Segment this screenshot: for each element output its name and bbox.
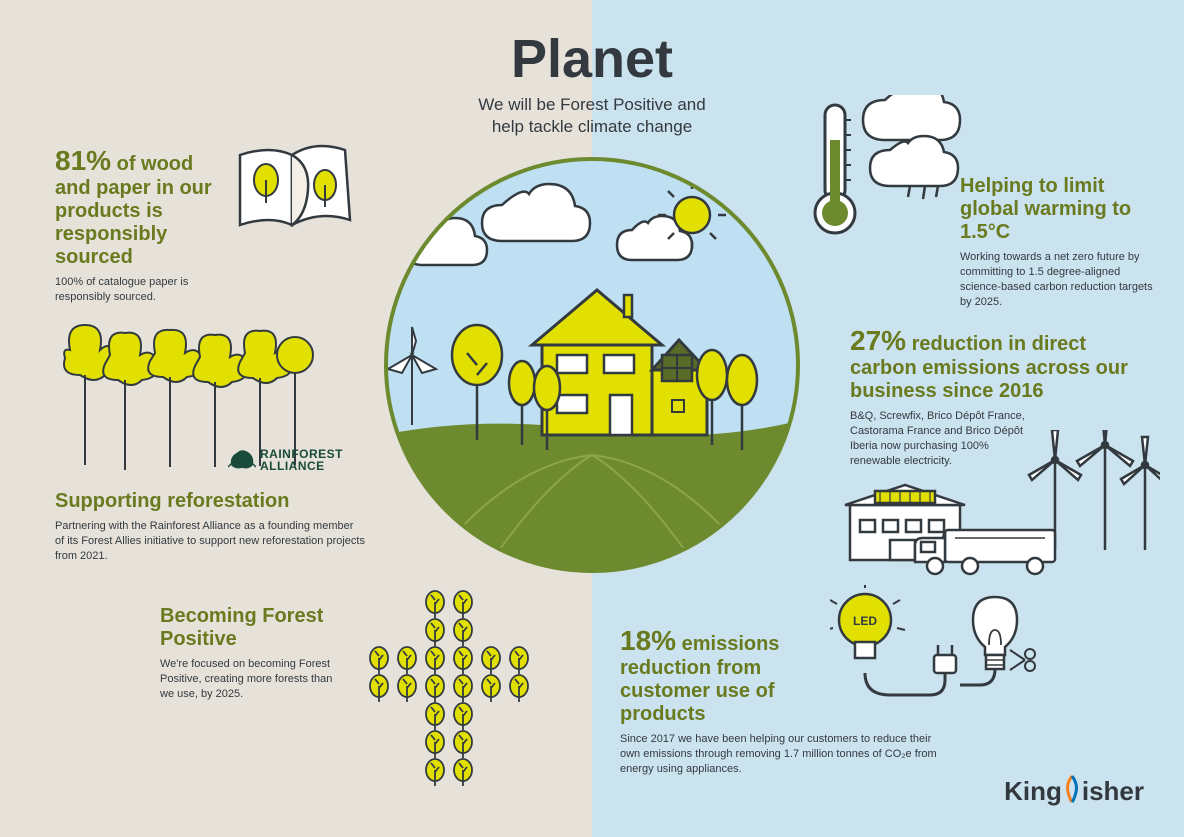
rainforest-label: RAINFOREST ALLIANCE bbox=[260, 448, 343, 472]
kingfisher-logo: King isher bbox=[1004, 774, 1144, 807]
svg-text:LED: LED bbox=[853, 614, 877, 628]
title-block: Planet We will be Forest Positive and he… bbox=[478, 28, 705, 138]
warehouse-icon bbox=[830, 430, 1160, 585]
thermometer-icon bbox=[790, 95, 980, 250]
stat-wood-body: 100% of catalogue paper is responsibly s… bbox=[55, 275, 230, 305]
stat-wood-pct: 81% bbox=[55, 145, 111, 176]
stat-warm-body: Working towards a net zero future by com… bbox=[960, 250, 1160, 309]
page-subtitle: We will be Forest Positive and help tack… bbox=[478, 94, 705, 138]
logo-part1: King bbox=[1004, 776, 1062, 806]
bulb-icon: LED bbox=[830, 585, 1050, 720]
stat-refo-head: Supporting reforestation bbox=[55, 490, 365, 513]
stat-fp-head: Becoming Forest Positive bbox=[160, 605, 340, 651]
stat-fp-body: We're focused on becoming Forest Positiv… bbox=[160, 657, 340, 702]
stat-customer: 18% emissions reduction from customer us… bbox=[620, 625, 840, 777]
stat-wood: 81% of wood and paper in our products is… bbox=[55, 145, 230, 305]
frog-icon bbox=[228, 447, 256, 474]
book-icon bbox=[230, 135, 360, 250]
stat-refo-body: Partnering with the Rainforest Alliance … bbox=[55, 519, 365, 564]
stat-warming: Helping to limit global warming to 1.5°C… bbox=[960, 175, 1160, 309]
stat-warm-head: Helping to limit global warming to 1.5°C bbox=[960, 175, 1160, 244]
tree-plus-icon bbox=[365, 590, 545, 815]
stat-cust-pct: 18% bbox=[620, 625, 676, 656]
stat-reforestation: Supporting reforestation Partnering with… bbox=[55, 490, 365, 564]
stat-carbon-pct: 27% bbox=[850, 325, 906, 356]
logo-part2: isher bbox=[1082, 776, 1144, 806]
center-illustration bbox=[382, 155, 802, 580]
page-title: Planet bbox=[478, 28, 705, 90]
stat-forest-positive: Becoming Forest Positive We're focused o… bbox=[160, 605, 340, 702]
stat-cust-body: Since 2017 we have been helping our cust… bbox=[620, 732, 940, 777]
